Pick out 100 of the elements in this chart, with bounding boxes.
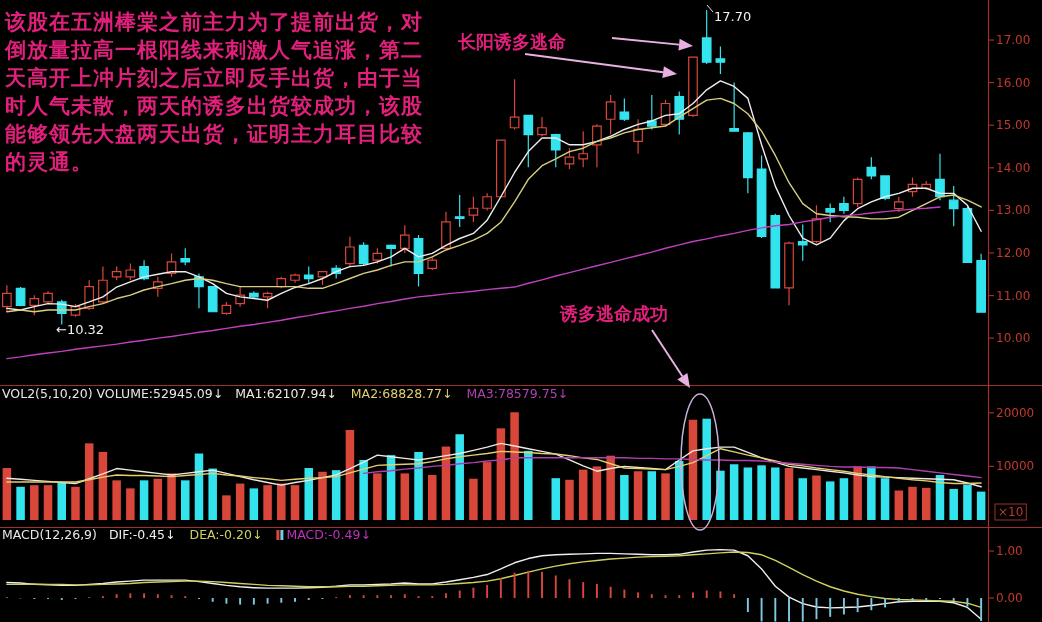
line-series [6,206,941,360]
bar [825,481,835,520]
candlestick [825,202,836,223]
candlestick [688,56,698,118]
bar [345,429,355,520]
candlestick [386,243,396,268]
bar [277,483,286,520]
bar [482,462,492,520]
bar [194,453,204,520]
candlestick [701,9,712,65]
bar [414,451,423,520]
bar [743,467,753,520]
y-tick-label: 14.00 [996,160,1031,175]
candlestick [976,253,986,313]
line-series [6,548,982,620]
candlestick [564,147,575,170]
bar [2,468,12,520]
text: DEA:-0.20↓ [189,527,263,542]
bar [222,495,231,520]
candlestick [893,196,904,213]
bar [798,478,807,520]
bar [30,485,39,520]
candlestick [880,175,890,201]
bar [633,471,643,520]
candlestick [454,194,465,228]
candlestick [852,176,863,208]
candlestick [509,78,520,131]
candlestick [592,123,602,168]
annotation: 该股在五洲棒棠之前主力为了提前出货，对倒放量拉高一根阳线来刺激人气追涨，第二天高开上冲片刻之后立即反手出货，由于当时人气未散，两天的诱多出货较成功，该股能够领先大盘两天出货，证明主力耳目比较的灵通。 [5,8,424,176]
bar [208,468,217,520]
candlestick [839,196,849,215]
candlestick [935,153,945,201]
candlestick [921,180,932,191]
candlestick [784,240,794,306]
line-series [6,551,982,609]
candlestick [743,131,753,194]
chart-title: MACD(12,26,9) [2,527,97,542]
bar [565,479,574,520]
line-series [6,442,982,488]
bar [126,488,135,520]
bar [620,474,629,520]
bar [153,478,163,520]
bar [469,478,478,520]
bar [84,443,94,520]
candlestick [317,271,328,286]
text: DIF:-0.45↓ [108,527,176,542]
bar [249,488,259,520]
candlestick [770,213,781,289]
bar [771,467,780,520]
candlestick [797,223,808,262]
bar [112,480,121,520]
bar [894,490,904,520]
y-tick-label: 17.00 [996,33,1031,48]
annotation: 17.70 [714,9,752,24]
text: MA1:62107.94↓ [235,386,337,401]
y-tick-label: 12.00 [996,245,1031,260]
line-series [362,457,982,479]
bar [359,459,368,520]
bar [757,465,766,520]
y-tick-label: 15.00 [996,118,1031,133]
bar [181,480,190,520]
bar [716,470,725,520]
bar [729,464,739,520]
candlestick [948,185,959,227]
candlestick [866,156,877,180]
bar [578,469,588,520]
bar [592,466,602,520]
candlestick [111,266,122,281]
candlestick [427,256,438,271]
candlestick [345,236,355,268]
bar [551,478,560,520]
candlestick [15,286,26,307]
bar [428,474,437,520]
bar [43,485,53,520]
annotation: ←10.32 [56,322,105,337]
line-series [6,448,982,485]
bar [880,478,890,520]
bar [304,468,313,520]
candlestick [399,224,410,254]
bar [688,419,698,520]
bar [400,473,410,520]
candlestick [482,192,492,211]
candlestick [729,82,739,132]
y-tick-label: 10000 [996,459,1035,474]
bar [867,466,876,520]
candlestick [262,291,273,309]
candlestick [811,204,822,244]
bar [839,478,849,520]
candlestick [715,45,726,75]
candlestick [358,241,369,266]
bar [524,450,533,520]
bar [98,451,108,520]
candlestick [578,130,589,168]
chart-title: VOL2(5,10,20) VOLUME:52945.09↓ [2,386,224,401]
bar [167,473,176,520]
candlestick [29,294,40,316]
bar [496,428,506,520]
bar [949,488,958,520]
candlestick [2,284,12,313]
y-tick-label: 10.00 [996,331,1031,346]
